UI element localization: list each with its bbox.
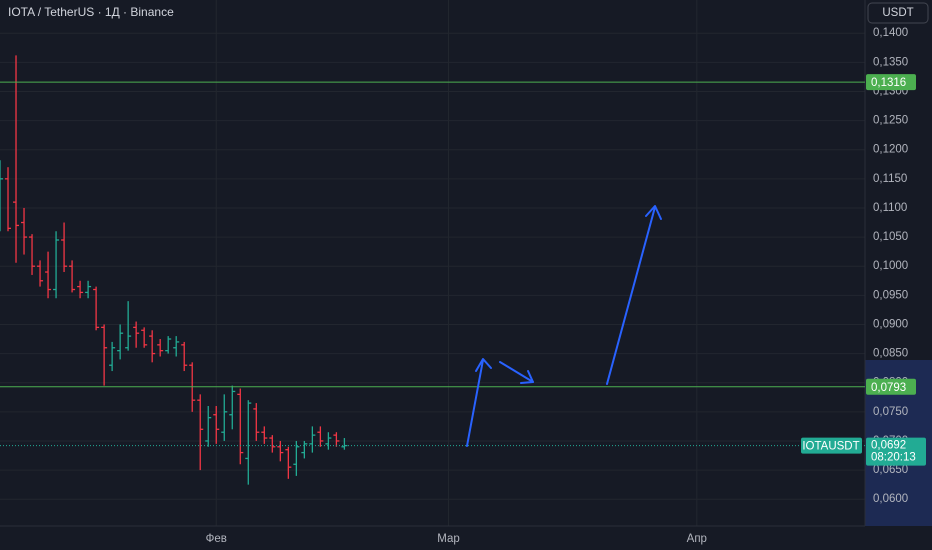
x-tick-label: Апр bbox=[687, 533, 707, 545]
last-price-tag bbox=[866, 437, 926, 466]
level-tag bbox=[866, 74, 916, 91]
y-tick-label: 0,1250 bbox=[873, 115, 908, 127]
x-tick-label: Фев bbox=[206, 533, 227, 545]
arrow bbox=[499, 361, 534, 383]
drawings bbox=[466, 205, 662, 447]
y-tick-label: 0,0850 bbox=[873, 348, 908, 360]
level-tag bbox=[866, 378, 916, 395]
level-label: 0,1316 bbox=[871, 77, 906, 89]
y-tick-label: 0,1000 bbox=[873, 260, 908, 272]
y-tick-label: 0,0750 bbox=[873, 406, 908, 418]
y-tick-label: 0,1050 bbox=[873, 231, 908, 243]
y-tick-label: 0,0900 bbox=[873, 318, 908, 330]
currency-button[interactable] bbox=[867, 2, 929, 24]
countdown: 08:20:13 bbox=[871, 452, 916, 464]
last-price-label: 0,0692 bbox=[871, 440, 906, 452]
overlays: 0,06000,06500,07000,07500,08000,08500,09… bbox=[0, 27, 926, 545]
level-label: 0,0793 bbox=[871, 382, 906, 394]
arrow-head bbox=[645, 205, 662, 220]
y-tick-label: 0,0600 bbox=[873, 493, 908, 505]
arrow bbox=[606, 206, 656, 385]
y-tick-label: 0,1150 bbox=[873, 173, 907, 185]
y-tick-label: 0,1100 bbox=[873, 202, 907, 214]
grid bbox=[0, 0, 865, 526]
x-tick-label: Мар bbox=[437, 533, 460, 545]
arrow-head bbox=[475, 358, 492, 372]
chart-title: IOTA / TetherUS · 1Д · Binance bbox=[8, 5, 174, 19]
arrow bbox=[466, 359, 484, 447]
y-tick-label: 0,1350 bbox=[873, 56, 908, 68]
bars bbox=[0, 55, 348, 485]
symbol-tag bbox=[801, 437, 862, 454]
y-tick-label: 0,1400 bbox=[873, 27, 908, 39]
currency-label[interactable]: USDT bbox=[882, 7, 913, 19]
symbol-label: IOTAUSDT bbox=[802, 441, 859, 453]
y-tick-label: 0,1200 bbox=[873, 144, 908, 156]
y-tick-label: 0,0650 bbox=[873, 464, 908, 476]
arrow-head bbox=[520, 370, 534, 384]
y-tick-label: 0,0950 bbox=[873, 289, 908, 301]
